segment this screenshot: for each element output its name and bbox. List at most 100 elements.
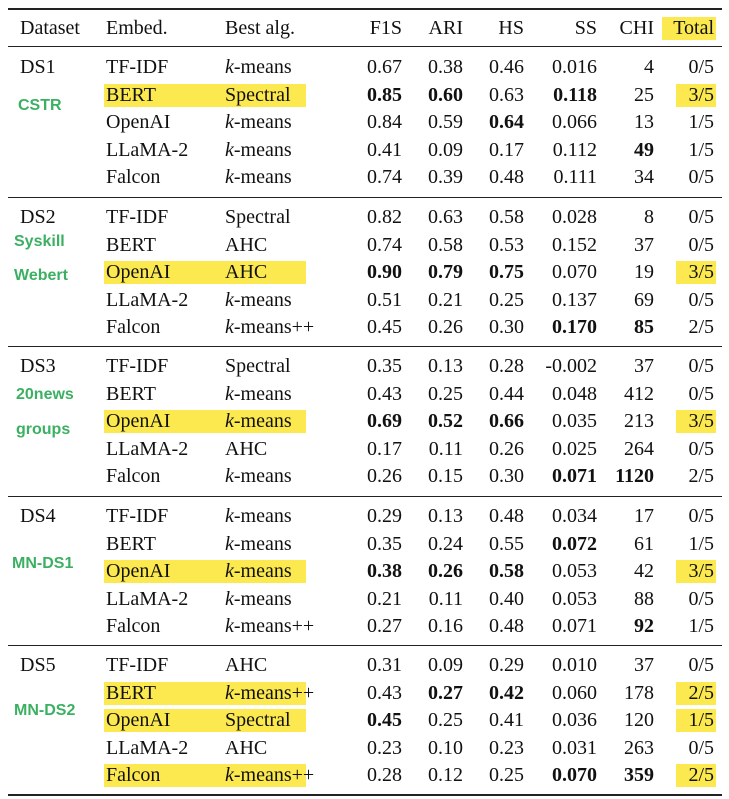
highlight bbox=[676, 709, 716, 733]
header-cell: ARI bbox=[428, 17, 463, 39]
dataset-note: groups bbox=[16, 421, 71, 438]
cell: LLaMA-2 bbox=[106, 138, 189, 161]
cell: 85 bbox=[634, 316, 654, 339]
cell: 0.29 bbox=[489, 654, 524, 676]
cell: 1/5 bbox=[688, 709, 714, 732]
cell: 0.036 bbox=[552, 709, 597, 732]
cell: 0.28 bbox=[489, 355, 524, 377]
cell: 0.35 bbox=[367, 532, 402, 555]
cell: 2/5 bbox=[688, 681, 714, 704]
cell: Falcon bbox=[106, 615, 161, 638]
cell: 178 bbox=[624, 681, 654, 704]
rule-line bbox=[8, 496, 722, 497]
cell: 37 bbox=[634, 233, 654, 256]
cell: 0.028 bbox=[552, 206, 597, 228]
highlight bbox=[676, 681, 716, 705]
cell: 0.51 bbox=[367, 288, 402, 311]
cell: 49 bbox=[634, 138, 654, 161]
cell: AHC bbox=[225, 437, 268, 460]
cell: 0.29 bbox=[367, 505, 402, 527]
cell: 0.072 bbox=[552, 532, 597, 555]
cell: 0.11 bbox=[428, 437, 463, 460]
cell: 0.26 bbox=[489, 437, 524, 460]
cell: k-means++ bbox=[225, 316, 315, 339]
cell: 2/5 bbox=[688, 764, 714, 787]
cell: 0.10 bbox=[428, 736, 463, 759]
cell: 0.64 bbox=[489, 111, 524, 134]
cell: LLaMA-2 bbox=[106, 437, 189, 460]
cell: 0.39 bbox=[428, 166, 463, 189]
cell: OpenAI bbox=[106, 111, 171, 134]
cell: 0.26 bbox=[367, 465, 402, 488]
cell: k-means bbox=[225, 138, 292, 161]
cell: Falcon bbox=[106, 465, 161, 488]
rule-line bbox=[8, 645, 722, 646]
cell: 0.58 bbox=[489, 560, 524, 583]
cell: 264 bbox=[624, 437, 654, 460]
cell: AHC bbox=[225, 654, 268, 676]
cell: BERT bbox=[106, 382, 156, 405]
dataset-label: DS5 bbox=[20, 654, 56, 676]
cell: LLaMA-2 bbox=[106, 587, 189, 610]
cell: 0.034 bbox=[552, 505, 597, 527]
rule-line bbox=[8, 197, 722, 198]
header-cell: F1S bbox=[369, 17, 402, 39]
header-cell: Total bbox=[673, 17, 714, 39]
cell: 0/5 bbox=[688, 736, 714, 759]
dataset-label: DS2 bbox=[20, 206, 56, 228]
dataset-note: Syskill bbox=[14, 233, 65, 250]
cell: 0.30 bbox=[489, 316, 524, 339]
cell: 0.85 bbox=[367, 83, 402, 106]
cell: 0.63 bbox=[428, 206, 463, 228]
cell: Falcon bbox=[106, 166, 161, 189]
cell: k-means bbox=[225, 505, 292, 527]
cell: 0.070 bbox=[552, 261, 597, 284]
header-cell: Best alg. bbox=[225, 17, 295, 39]
cell: 0.82 bbox=[367, 206, 402, 228]
cell: 0.48 bbox=[489, 505, 524, 527]
cell: 2/5 bbox=[688, 465, 714, 488]
cell: 1/5 bbox=[688, 532, 714, 555]
dataset-label: DS1 bbox=[20, 56, 56, 78]
cell: 13 bbox=[634, 111, 654, 134]
header-cell: Embed. bbox=[106, 17, 168, 39]
cell: AHC bbox=[225, 261, 268, 284]
cell: 0.12 bbox=[428, 764, 463, 787]
cell: 25 bbox=[634, 83, 654, 106]
highlight bbox=[104, 410, 306, 434]
cell: 69 bbox=[634, 288, 654, 311]
cell: 0.27 bbox=[367, 615, 402, 638]
cell: k-means bbox=[225, 288, 292, 311]
cell: Spectral bbox=[225, 355, 291, 377]
cell: 0.26 bbox=[428, 316, 463, 339]
cell: BERT bbox=[106, 83, 156, 106]
cell: 0.066 bbox=[552, 111, 597, 134]
cell: k-means bbox=[225, 532, 292, 555]
cell: 0/5 bbox=[688, 505, 714, 527]
cell: Falcon bbox=[106, 764, 161, 787]
cell: 0.90 bbox=[367, 261, 402, 284]
highlight bbox=[104, 681, 306, 705]
cell: TF-IDF bbox=[106, 505, 169, 527]
highlight bbox=[104, 83, 306, 107]
cell: 0.43 bbox=[367, 681, 402, 704]
cell: 213 bbox=[624, 410, 654, 433]
cell: 0.071 bbox=[552, 465, 597, 488]
cell: k-means bbox=[225, 111, 292, 134]
dataset-note: CSTR bbox=[18, 97, 62, 114]
rule-line bbox=[8, 346, 722, 347]
cell: Spectral bbox=[225, 83, 291, 106]
cell: 2/5 bbox=[688, 316, 714, 339]
cell: 92 bbox=[634, 615, 654, 638]
cell: 0.071 bbox=[552, 615, 597, 638]
cell: 0.170 bbox=[552, 316, 597, 339]
cell: 0.16 bbox=[428, 615, 463, 638]
cell: 0.27 bbox=[428, 681, 463, 704]
cell: 0.09 bbox=[428, 654, 463, 676]
cell: 0.53 bbox=[489, 233, 524, 256]
cell: 0.13 bbox=[428, 355, 463, 377]
cell: 0.28 bbox=[367, 764, 402, 787]
cell: 0/5 bbox=[688, 233, 714, 256]
cell: OpenAI bbox=[106, 410, 171, 433]
